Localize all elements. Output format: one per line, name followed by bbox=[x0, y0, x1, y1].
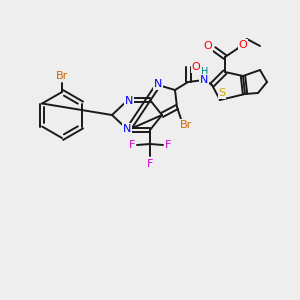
Text: F: F bbox=[129, 140, 135, 150]
Text: O: O bbox=[204, 41, 212, 51]
Text: N: N bbox=[125, 96, 133, 106]
Text: N: N bbox=[123, 124, 131, 134]
Text: N: N bbox=[200, 75, 208, 85]
Text: O: O bbox=[238, 40, 247, 50]
Text: O: O bbox=[192, 62, 200, 72]
Text: H: H bbox=[201, 67, 209, 77]
Text: N: N bbox=[154, 79, 162, 89]
Text: F: F bbox=[165, 140, 171, 150]
Text: Br: Br bbox=[56, 71, 68, 81]
Text: Br: Br bbox=[180, 120, 192, 130]
Text: F: F bbox=[147, 159, 153, 169]
Text: S: S bbox=[218, 88, 226, 98]
